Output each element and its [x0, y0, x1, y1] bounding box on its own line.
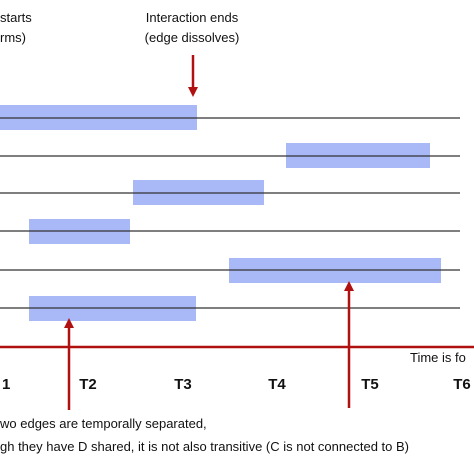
tick-label: 1: [2, 376, 10, 393]
tick-label: T4: [268, 376, 286, 393]
start-annotation: rms): [0, 30, 26, 45]
footer-text: wo edges are temporally separated,: [0, 416, 207, 431]
timelines: [0, 105, 460, 321]
tick-labels: 1 T2 T3 T4 T5 T6: [2, 376, 471, 393]
tick-label: T3: [174, 376, 192, 393]
tick-label: T5: [361, 376, 379, 393]
start-annotation: starts: [0, 10, 32, 25]
tick-label: T6: [453, 376, 471, 393]
end-annotation: Interaction ends: [146, 10, 239, 25]
footer-text: gh they have D shared, it is not also tr…: [0, 439, 409, 454]
tick-label: T2: [79, 376, 97, 393]
axis-label: Time is fo: [410, 350, 466, 365]
end-annotation: (edge dissolves): [145, 30, 240, 45]
